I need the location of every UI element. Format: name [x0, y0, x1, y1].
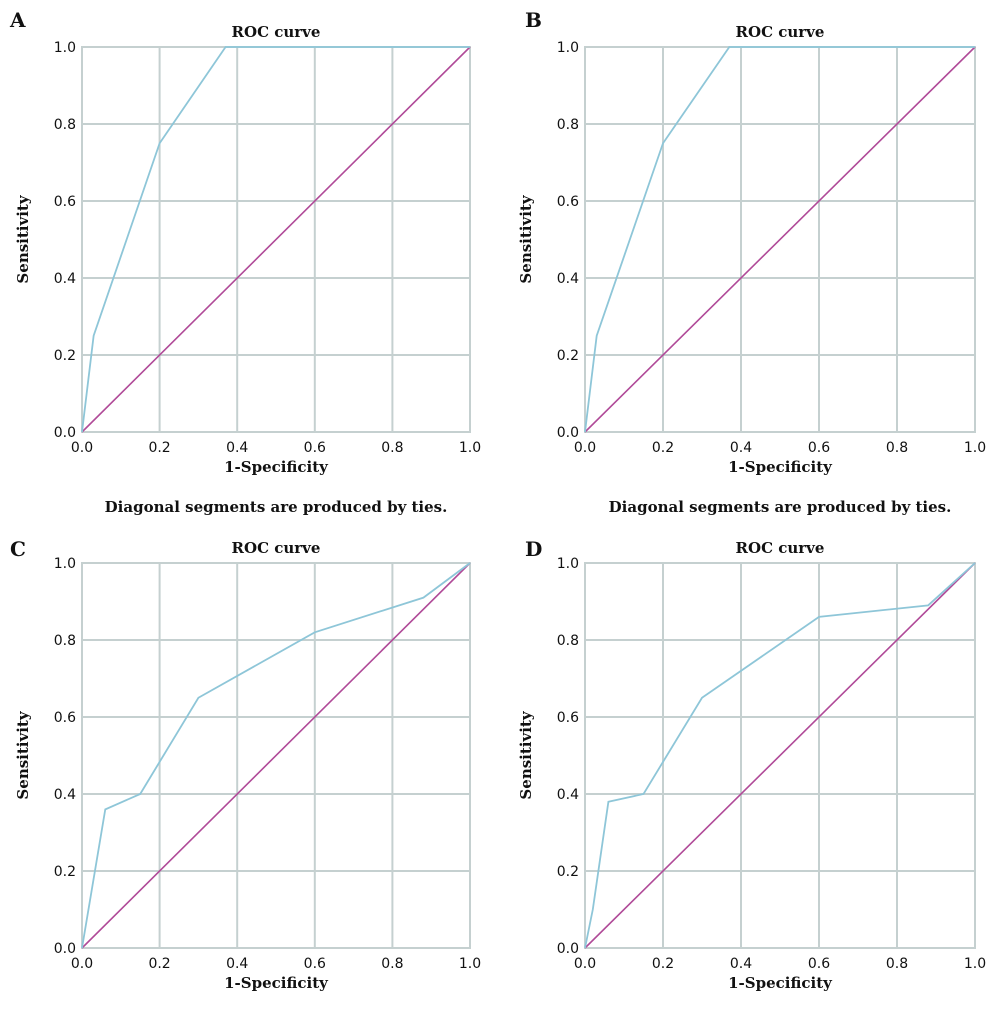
y-tick-label: 0.0	[557, 941, 579, 957]
y-axis-label: Sensitivity	[517, 194, 535, 283]
reference-line	[584, 562, 976, 949]
plot-frame	[584, 562, 976, 949]
x-tick-label: 0.2	[148, 956, 170, 972]
y-tick-label: 1.0	[557, 556, 579, 572]
y-tick-label: 0.2	[54, 348, 76, 364]
x-tick-label: 1.0	[964, 956, 986, 972]
y-tick-label: 0.0	[557, 425, 579, 441]
footnote: Diagonal segments are produced by ties.	[105, 498, 448, 516]
y-tick-label: 0.2	[54, 864, 76, 880]
x-tick-label: 0.6	[304, 956, 326, 972]
y-axis-label: Sensitivity	[517, 710, 535, 799]
footnote: Diagonal segments are produced by ties.	[609, 498, 952, 516]
roc-curve-line	[81, 46, 470, 433]
y-tick-label: 0.2	[557, 864, 579, 880]
x-tick-label: 0.0	[71, 956, 93, 972]
panel-letter: D	[525, 537, 542, 561]
y-tick-label: 0.0	[54, 941, 76, 957]
panel-letter: A	[9, 8, 26, 32]
y-tick-label: 0.4	[557, 787, 579, 803]
y-tick-label: 0.6	[54, 710, 76, 726]
roc-panel-c: C ROC curve 0.0 0.2 0.4 0.6 0.8 1.0 0.0 0.2 0.4 0.6…	[10, 537, 481, 992]
reference-line	[584, 46, 976, 433]
roc-curve-line	[81, 562, 471, 949]
x-tick-label: 0.0	[574, 440, 596, 456]
x-tick-label: 0.2	[652, 440, 674, 456]
x-tick-label: 0.0	[574, 956, 596, 972]
x-tick-label: 0.2	[148, 440, 170, 456]
chart-title: ROC curve	[736, 23, 825, 41]
x-tick-label: 1.0	[964, 440, 986, 456]
y-axis-label: Sensitivity	[14, 194, 32, 283]
x-tick-label: 0.6	[808, 956, 830, 972]
panel-letter: B	[525, 8, 542, 32]
y-tick-label: 0.8	[54, 633, 76, 649]
x-tick-label: 0.6	[808, 440, 830, 456]
y-tick-label: 0.2	[557, 348, 579, 364]
x-tick-label: 0.8	[381, 956, 403, 972]
plot-frame	[81, 562, 471, 949]
y-tick-label: 0.8	[557, 633, 579, 649]
reference-line	[81, 562, 471, 949]
y-tick-label: 0.8	[54, 117, 76, 133]
y-tick-label: 1.0	[54, 556, 76, 572]
y-tick-label: 0.6	[557, 194, 579, 210]
chart-title: ROC curve	[232, 539, 321, 557]
roc-curve-line	[584, 46, 975, 433]
y-tick-label: 1.0	[557, 40, 579, 56]
x-tick-label: 1.0	[459, 440, 481, 456]
y-tick-label: 0.4	[54, 271, 76, 287]
roc-panel-d: D ROC curve 0.0 0.2 0.4 0.6 0.8 1.0 0.0 0.2 0.4 0.6…	[517, 537, 986, 992]
roc-curve-line	[584, 562, 976, 949]
x-tick-label: 0.4	[730, 440, 752, 456]
x-tick-label: 0.8	[886, 956, 908, 972]
y-tick-label: 0.6	[557, 710, 579, 726]
x-axis-label: 1-Specificity	[728, 458, 833, 476]
x-axis-label: 1-Specificity	[224, 458, 329, 476]
y-axis-label: Sensitivity	[14, 710, 32, 799]
x-tick-label: 0.0	[71, 440, 93, 456]
chart-title: ROC curve	[736, 539, 825, 557]
panel-letter: C	[10, 537, 26, 561]
x-axis-label: 1-Specificity	[224, 974, 329, 992]
x-tick-label: 0.4	[730, 956, 752, 972]
x-axis-label: 1-Specificity	[728, 974, 833, 992]
y-tick-label: 0.0	[54, 425, 76, 441]
x-tick-label: 0.4	[226, 440, 248, 456]
roc-panel-b: B ROC curve 0.0 0.2 0.4 0.6 0.8 1.0 0.0 0.2 0.4 0.6…	[517, 8, 986, 516]
x-tick-label: 0.8	[381, 440, 403, 456]
x-tick-label: 0.6	[304, 440, 326, 456]
chart-title: ROC curve	[232, 23, 321, 41]
roc-panel-a: A ROC curve 0.0 0.2 0.4 0.6 0.8 1.0 0.0 0.2 0.4 0.6…	[9, 8, 481, 516]
reference-line	[81, 46, 471, 433]
x-tick-label: 0.2	[652, 956, 674, 972]
x-tick-label: 0.8	[886, 440, 908, 456]
x-tick-label: 0.4	[226, 956, 248, 972]
x-tick-label: 1.0	[459, 956, 481, 972]
y-tick-label: 1.0	[54, 40, 76, 56]
y-tick-label: 0.6	[54, 194, 76, 210]
y-tick-label: 0.4	[557, 271, 579, 287]
y-tick-label: 0.8	[557, 117, 579, 133]
y-tick-label: 0.4	[54, 787, 76, 803]
